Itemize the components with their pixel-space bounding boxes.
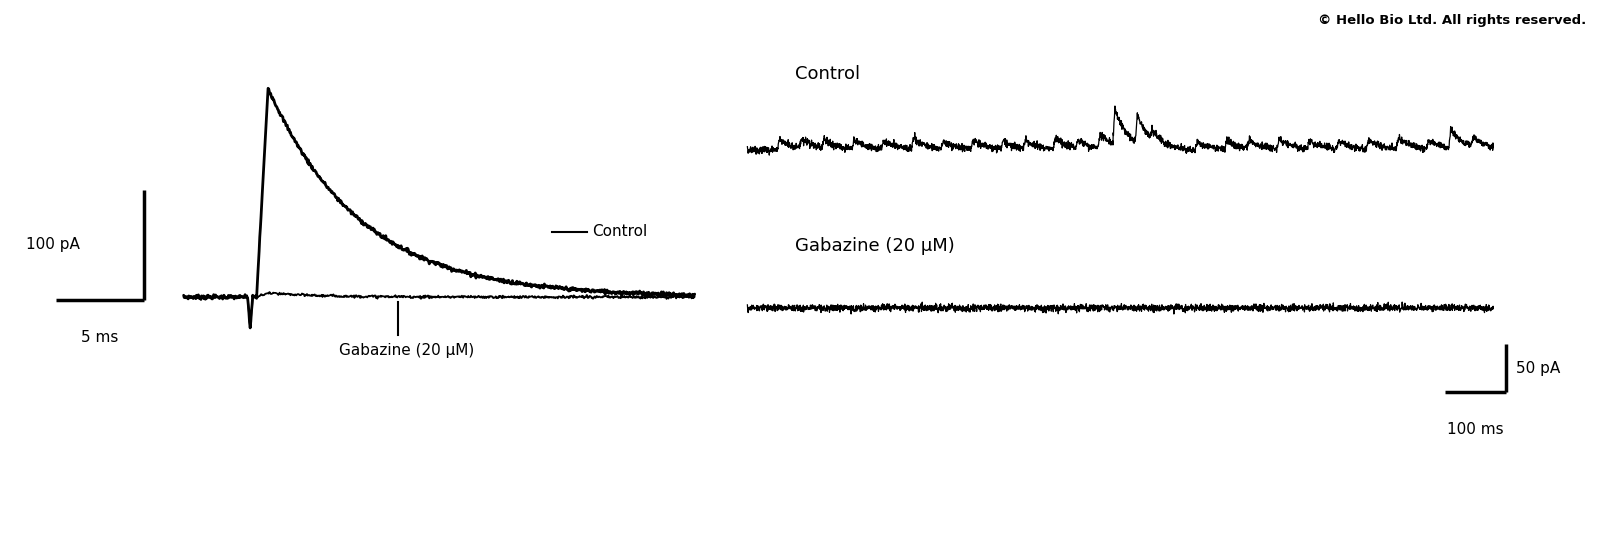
Text: 100 pA: 100 pA bbox=[26, 237, 80, 252]
Text: 50 pA: 50 pA bbox=[1516, 361, 1560, 376]
Text: Gabazine (20 μM): Gabazine (20 μM) bbox=[795, 237, 955, 255]
Text: Control: Control bbox=[592, 224, 647, 239]
Text: 100 ms: 100 ms bbox=[1447, 422, 1504, 438]
Text: 5 ms: 5 ms bbox=[81, 330, 118, 345]
Text: © Hello Bio Ltd. All rights reserved.: © Hello Bio Ltd. All rights reserved. bbox=[1318, 14, 1586, 27]
Text: Control: Control bbox=[795, 65, 861, 83]
Text: Gabazine (20 μM): Gabazine (20 μM) bbox=[339, 343, 474, 359]
